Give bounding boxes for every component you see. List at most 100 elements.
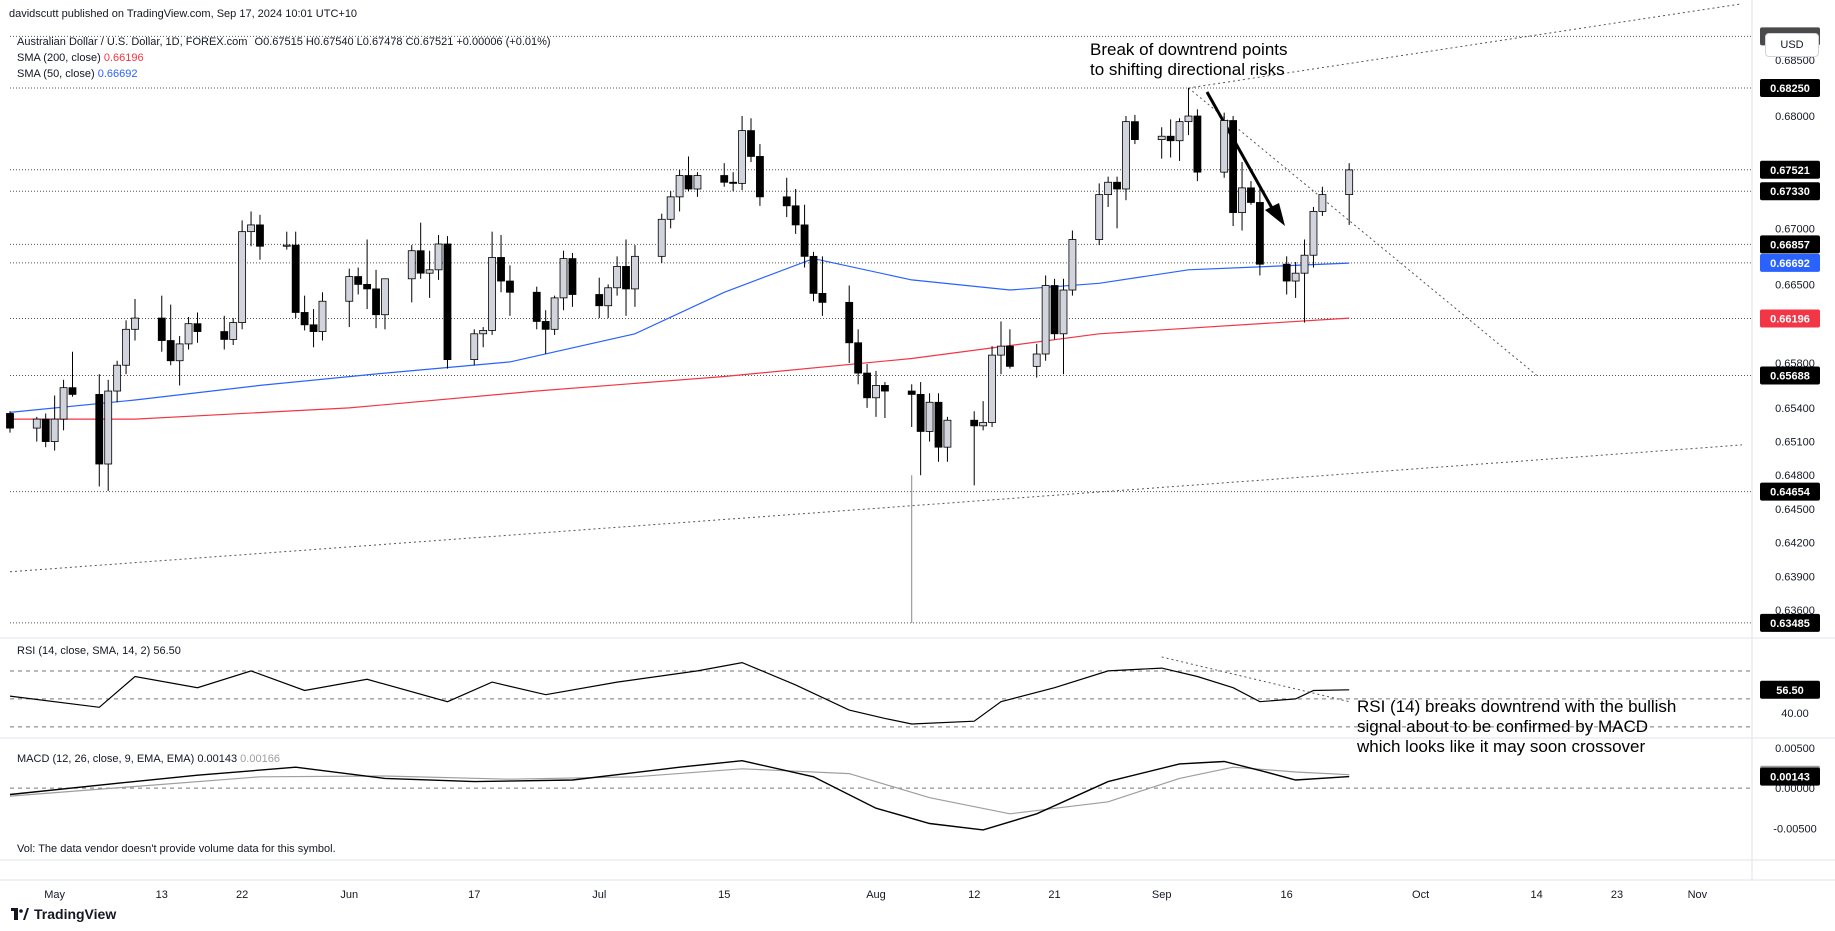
candle-body — [1068, 239, 1077, 291]
candle-body — [1166, 135, 1175, 142]
price-tick-label: 0.66500 — [1775, 279, 1815, 291]
candle-body — [1113, 181, 1121, 190]
candle-body — [220, 331, 229, 340]
price-tick-label: 0.68500 — [1775, 55, 1815, 67]
candle-body — [854, 342, 863, 374]
time-tick-label: 17 — [468, 889, 480, 901]
time-tick-label: Aug — [866, 889, 886, 901]
candle-body — [1282, 263, 1291, 282]
sma50-legend[interactable]: SMA (50, close) 0.66692 — [17, 68, 137, 80]
price-tick-label: 0.64200 — [1775, 538, 1815, 550]
candle-body — [497, 257, 505, 282]
macd-signal-value: 0.00166 — [240, 753, 280, 765]
candle-body — [997, 345, 1005, 356]
candle-body — [1309, 211, 1318, 256]
currency-button[interactable]: USD — [1765, 33, 1819, 57]
candle-body — [122, 328, 130, 366]
candle-body — [559, 258, 568, 299]
candle-body — [291, 244, 300, 313]
macd-legend[interactable]: MACD (12, 26, close, 9, EMA, EMA) 0.0014… — [17, 753, 280, 765]
rsi-tick-label: 40.00 — [1781, 708, 1809, 720]
candle-body — [622, 266, 630, 290]
time-tick-label: 15 — [718, 889, 730, 901]
annotation-bottom-line-3: which looks like it may soon crossover — [1357, 737, 1646, 756]
candle-body — [541, 321, 550, 330]
candle-body — [693, 175, 702, 190]
candle-body — [550, 297, 559, 330]
candle-body — [1104, 181, 1113, 196]
time-tick-label: 22 — [236, 889, 248, 901]
candle-body — [372, 288, 380, 316]
candle-body — [425, 269, 434, 274]
candle-body — [1157, 135, 1166, 141]
tradingview-logo[interactable]: TradingView — [11, 906, 116, 922]
rsi-legend[interactable]: RSI (14, close, SMA, 14, 2) 56.50 — [17, 645, 181, 657]
annotation-top: Break of downtrend points to shifting di… — [1090, 40, 1288, 80]
annotation-top-line-1: Break of downtrend points — [1090, 40, 1288, 59]
sma200-line — [10, 317, 1350, 420]
candle-body — [68, 387, 77, 395]
price-tag-bg — [1760, 613, 1820, 632]
candle-body — [434, 243, 443, 271]
annotation-bottom-line-1: RSI (14) breaks downtrend with the bulli… — [1357, 697, 1677, 716]
rsi-downtrend-line — [1161, 656, 1350, 703]
macd-tag-bg — [1760, 767, 1820, 786]
price-tick-label: 0.67000 — [1775, 223, 1815, 235]
candle-body — [1184, 115, 1193, 123]
candle-body — [595, 294, 604, 307]
candle-body — [1318, 194, 1327, 212]
candle-body — [800, 224, 809, 257]
candle-body — [881, 385, 889, 392]
candle-body — [1032, 353, 1041, 367]
candle-body — [979, 422, 988, 427]
symbol-name[interactable]: Australian Dollar / U.S. Dollar, 1D, FOR… — [17, 36, 248, 48]
candle-body — [818, 292, 827, 303]
time-tick-label: Jul — [592, 889, 606, 901]
sma200-legend[interactable]: SMA (200, close) 0.66196 — [17, 52, 144, 64]
candle-body — [1238, 187, 1246, 213]
candle-body — [872, 385, 880, 399]
candle-body — [1193, 115, 1202, 173]
candle-body — [943, 419, 952, 448]
candle-body — [1255, 202, 1264, 265]
candle-body — [684, 175, 693, 190]
candle-body — [604, 287, 613, 307]
price-tag-bg — [1760, 182, 1820, 201]
time-tick-label: 14 — [1531, 889, 1543, 901]
annotation-top-line-2: to shifting directional risks — [1090, 60, 1285, 79]
candle-body — [104, 390, 113, 465]
candle-body — [720, 175, 729, 183]
candle-body — [568, 258, 577, 295]
brand-label: TradingView — [34, 906, 117, 922]
price-tag: 0.64654 — [1770, 487, 1811, 499]
symbol-title: Australian Dollar / U.S. Dollar, 1D, FOR… — [17, 36, 551, 48]
annotation-bottom: RSI (14) breaks downtrend with the bulli… — [1357, 697, 1676, 757]
candle-body — [1131, 121, 1139, 141]
candle-body — [381, 278, 389, 316]
candle-body — [506, 280, 514, 293]
candle-body — [1059, 289, 1068, 335]
candle-body — [32, 418, 41, 429]
upper-channel-line — [1188, 3, 1743, 89]
candle-body — [1291, 272, 1300, 282]
candle-body — [1050, 285, 1059, 335]
candle-body — [300, 312, 309, 326]
price-tick-label: 0.68000 — [1775, 111, 1815, 123]
candle-body — [791, 205, 800, 226]
candle-body — [363, 284, 372, 290]
rsi-tag-bg — [1760, 680, 1820, 699]
time-tick-label: Sep — [1152, 889, 1172, 901]
price-tag: 0.67521 — [1770, 165, 1810, 177]
candle-body — [845, 301, 854, 344]
candle-body — [809, 255, 818, 294]
price-tag: 0.67330 — [1770, 186, 1810, 198]
candle-body — [238, 231, 247, 323]
candle-body — [479, 330, 488, 335]
price-tag: 0.65688 — [1770, 371, 1810, 383]
volume-note: Vol: The data vendor doesn't provide vol… — [17, 843, 336, 855]
candle-body — [131, 317, 139, 330]
candle-body — [747, 130, 755, 157]
rsi-line — [9, 661, 1350, 725]
tradingview-icon — [11, 908, 29, 920]
rsi-tag: 56.50 — [1776, 685, 1804, 697]
